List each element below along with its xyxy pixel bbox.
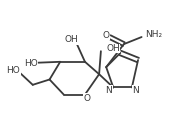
Text: OH: OH	[106, 44, 120, 53]
Text: NH₂: NH₂	[145, 30, 162, 39]
Text: N: N	[132, 86, 139, 95]
Text: O: O	[83, 94, 90, 103]
Text: HO: HO	[24, 59, 38, 68]
Text: OH: OH	[65, 35, 79, 44]
Text: HO: HO	[6, 66, 20, 75]
Text: O: O	[102, 31, 109, 40]
Text: N: N	[105, 86, 112, 95]
